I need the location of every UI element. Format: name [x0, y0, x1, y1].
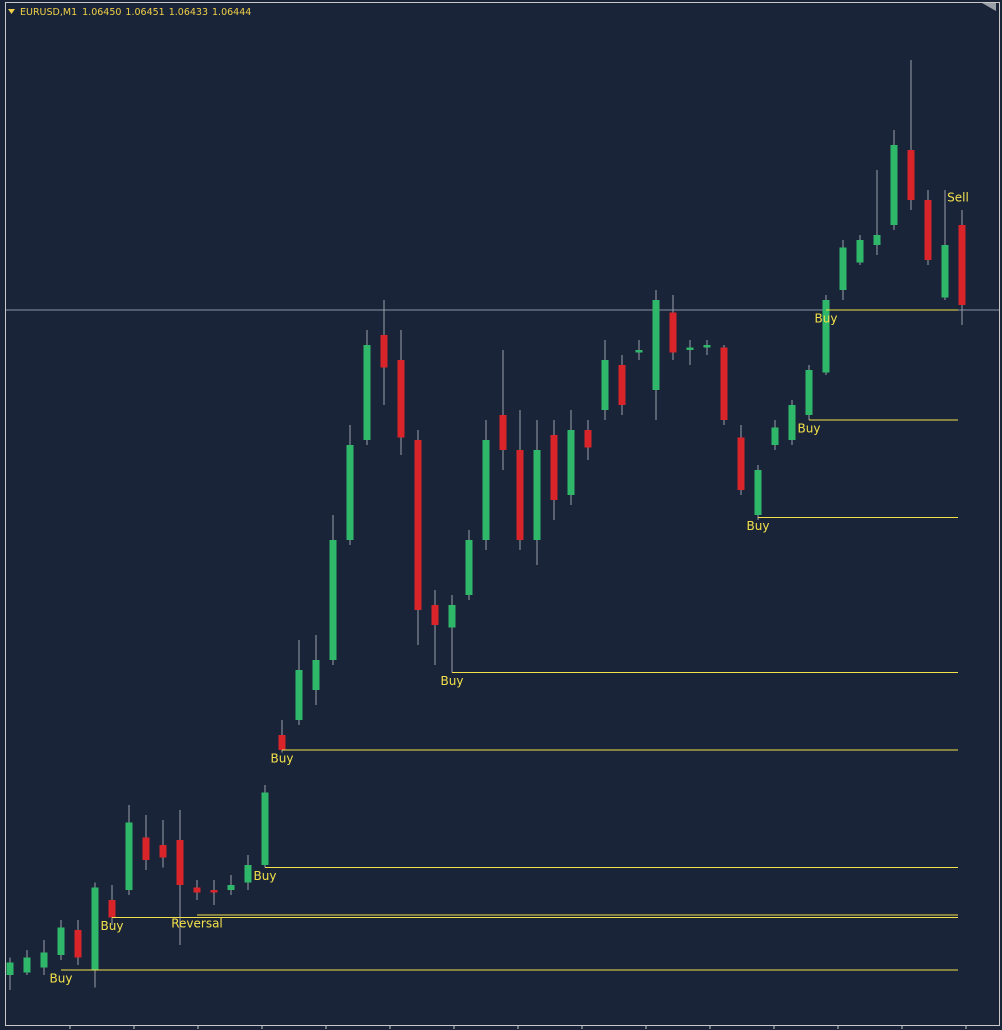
- candle-body: [686, 347, 694, 350]
- menu-arrow[interactable]: [8, 9, 15, 14]
- candle-body: [907, 150, 915, 200]
- quote: 1.06433: [169, 7, 208, 18]
- signal-label: Buy: [101, 919, 124, 933]
- candle-body: [210, 890, 218, 893]
- candle-body: [23, 957, 31, 973]
- candle-body: [754, 470, 762, 515]
- quote: 1.06444: [212, 7, 251, 18]
- candle-body: [482, 440, 490, 540]
- signal-label: Buy: [271, 752, 294, 766]
- candle-body: [91, 887, 99, 970]
- candle-body: [533, 450, 541, 540]
- candle-body: [584, 430, 592, 448]
- signal-label: Buy: [441, 674, 464, 688]
- candle-body: [346, 445, 354, 540]
- candle-body: [788, 405, 796, 440]
- candle-body: [890, 145, 898, 225]
- candle-body: [414, 440, 422, 610]
- symbol: EURUSD,M1: [20, 7, 77, 18]
- candle-body: [125, 822, 133, 890]
- signal-label: Buy: [254, 869, 277, 883]
- candle-body: [669, 312, 677, 353]
- candle-body: [329, 540, 337, 660]
- plot-frame: [5, 2, 1000, 1026]
- candle-body: [448, 605, 456, 628]
- candle-body: [941, 245, 949, 298]
- candle-body: [703, 345, 711, 348]
- candle-body: [839, 247, 847, 290]
- candle-body: [176, 840, 184, 885]
- candle-body: [278, 735, 286, 750]
- chart-header: EURUSD,M1 1.06450 1.06451 1.06433 1.06444: [20, 7, 251, 18]
- candle-body: [635, 350, 643, 353]
- candle-body: [822, 300, 830, 373]
- candle-body: [873, 235, 881, 245]
- candle-body: [227, 885, 235, 890]
- candle-body: [737, 437, 745, 490]
- candle-body: [6, 962, 14, 975]
- candle-body: [74, 930, 82, 958]
- candle-body: [244, 865, 252, 883]
- candle-body: [516, 450, 524, 540]
- candle-body: [261, 792, 269, 865]
- signal-label: Buy: [815, 312, 838, 326]
- candle-body: [295, 670, 303, 720]
- candle-body: [40, 952, 48, 968]
- signal-label: Buy: [798, 422, 821, 436]
- candle-body: [159, 845, 167, 858]
- corner-icon[interactable]: [982, 3, 996, 11]
- candle-body: [720, 347, 728, 420]
- candle-body: [312, 660, 320, 690]
- candle-body: [805, 370, 813, 415]
- candle-body: [567, 430, 575, 495]
- signal-label: Reversal: [171, 917, 223, 931]
- quote: 1.06450: [82, 7, 121, 18]
- time-axis: [69, 1025, 967, 1029]
- candle-body: [499, 415, 507, 450]
- candle-body: [652, 300, 660, 390]
- candle-body: [108, 900, 116, 918]
- plot: Buy Buy Reversal Buy Buy Buy Buy Buy Buy Sell: [6, 60, 999, 990]
- quote: 1.06451: [125, 7, 164, 18]
- signal-label: Buy: [747, 519, 770, 533]
- candle-body: [924, 200, 932, 260]
- candle-body: [465, 540, 473, 595]
- candle-body: [771, 427, 779, 445]
- signal-label: Sell: [947, 191, 969, 205]
- signal-label: Buy: [50, 972, 73, 986]
- candle-body: [618, 365, 626, 405]
- candle-body: [142, 837, 150, 860]
- candle-body: [958, 225, 966, 305]
- candle-body: [193, 887, 201, 893]
- candle-body: [601, 360, 609, 410]
- candle-body: [57, 927, 65, 955]
- candle-body: [550, 435, 558, 500]
- candle-body: [363, 345, 371, 440]
- candle-body: [397, 360, 405, 438]
- candle-body: [380, 335, 388, 368]
- candle-body: [856, 240, 864, 263]
- candle-body: [431, 605, 439, 625]
